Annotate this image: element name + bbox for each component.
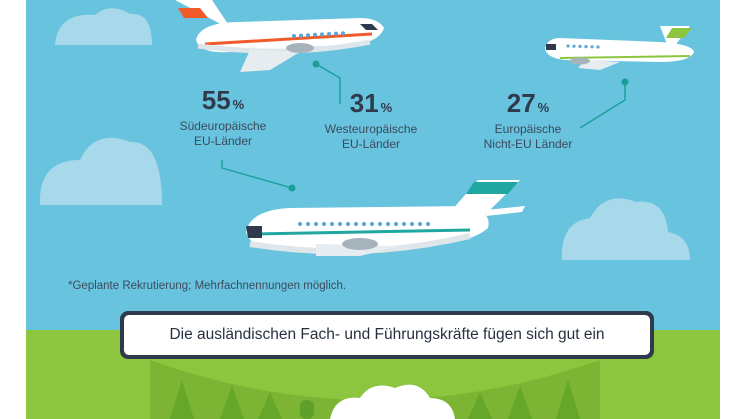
bush (300, 400, 314, 419)
stat-south: 55% Südeuropäische EU-Länder (160, 86, 286, 149)
cloud-right (561, 198, 690, 260)
footnote: *Geplante Rekrutierung; Mehrfachnennunge… (68, 280, 347, 292)
stat-south-label-2: EU-Länder (193, 134, 253, 148)
stat-noneu-label-2: Nicht-EU Länder (483, 137, 573, 151)
airplane-orange (175, 0, 384, 72)
stat-south-label-1: Südeuropäische (179, 119, 267, 133)
stat-west-label-2: EU-Länder (341, 137, 401, 151)
connector-west (315, 63, 341, 104)
stat-noneu-value: 27 (506, 88, 536, 118)
stat-south-unit: % (232, 97, 245, 112)
airplane-green (545, 26, 694, 70)
stat-west: 31% Westeuropäische EU-Länder (308, 89, 434, 152)
connector-lines (221, 63, 626, 189)
connector-south (221, 160, 293, 189)
headline-banner: Die ausländischen Fach- und Führungskräf… (120, 311, 654, 359)
stat-west-label-1: Westeuropäische (324, 122, 418, 136)
stat-noneu: 27% Europäische Nicht-EU Länder (460, 89, 596, 152)
connector-dots (288, 60, 629, 192)
airplane-teal (246, 180, 525, 256)
ground-cloud (330, 384, 455, 419)
stat-west-value: 31 (349, 88, 379, 118)
connector-noneu (579, 82, 626, 129)
stat-noneu-label-1: Europäische (494, 122, 562, 136)
tree-row (170, 380, 580, 419)
cloud-top-left (55, 8, 152, 46)
stat-noneu-unit: % (537, 100, 550, 115)
grass-shadow (150, 360, 600, 419)
headline-text: Die ausländischen Fach- und Führungskräf… (124, 315, 650, 355)
stat-west-unit: % (380, 100, 393, 115)
stat-south-value: 55 (201, 85, 231, 115)
cloud-mid-left (39, 137, 163, 205)
